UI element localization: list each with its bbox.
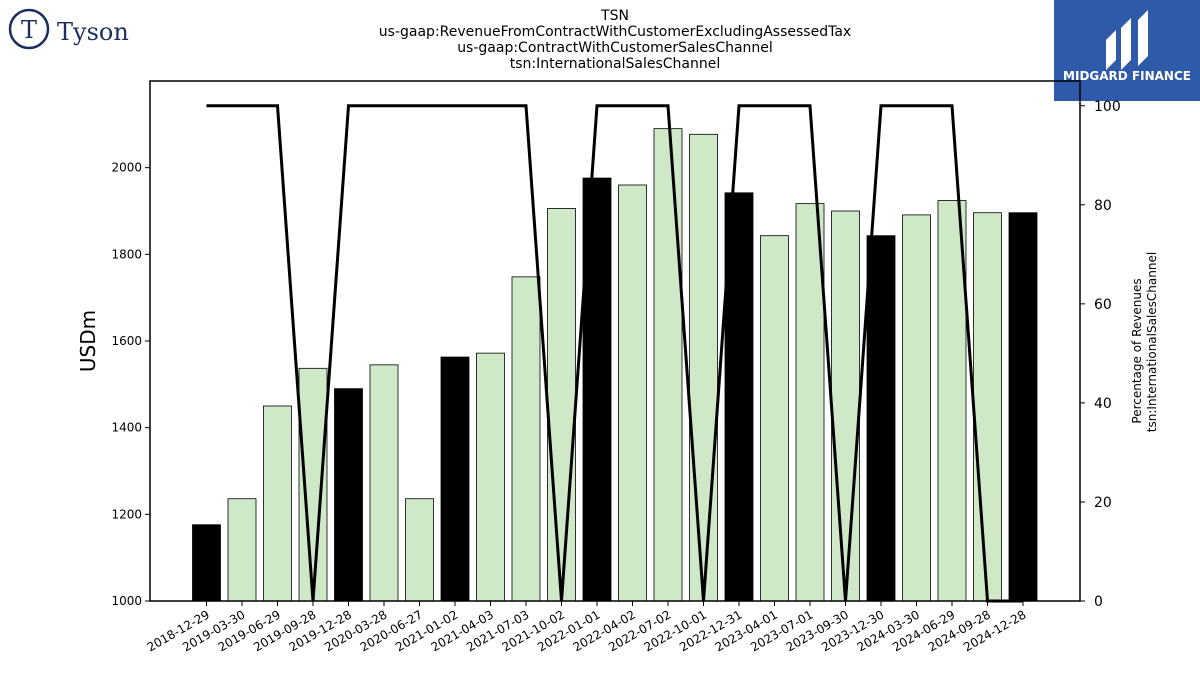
bar-2019-03-30 xyxy=(227,498,257,602)
y-axis-label-right-line-2: tsn:InternationalSalesChannel xyxy=(1145,252,1159,432)
bar-2019-12-28 xyxy=(334,388,363,602)
midgard-finance-badge: MIDGARD FINANCE xyxy=(1054,0,1200,101)
y-right-tick-label: 0 xyxy=(1094,594,1103,610)
y-tick-label: 1600 xyxy=(111,334,142,348)
chart-title-line-4: tsn:InternationalSalesChannel xyxy=(510,56,720,72)
bar-2023-09-30 xyxy=(831,210,860,602)
bar-2019-06-29 xyxy=(263,405,292,602)
line-series xyxy=(206,104,1023,603)
bar-2020-06-27 xyxy=(405,498,434,602)
y-right-tick-label: 20 xyxy=(1094,495,1112,511)
bar-2022-07-02 xyxy=(653,128,683,602)
y-right-tick-label: 100 xyxy=(1094,99,1121,115)
tyson-logo-mark-icon: T xyxy=(21,16,37,44)
bar-2022-12-31 xyxy=(724,192,754,602)
tyson-logo: T Tyson xyxy=(8,8,129,50)
y-tick-label: 2000 xyxy=(111,161,142,175)
chart-title-line-1: TSN xyxy=(600,8,629,24)
international-share-line xyxy=(206,104,1023,603)
y-tick-label: 1800 xyxy=(111,247,142,261)
y-right-tick-label: 60 xyxy=(1094,297,1112,313)
midgard-m-icon xyxy=(1106,10,1148,70)
bar-2022-04-02 xyxy=(618,184,647,602)
y-tick-label: 1000 xyxy=(111,594,142,608)
right-y-axis: 0 20 40 60 80 100 xyxy=(1080,99,1121,610)
bar-2021-10-02 xyxy=(547,207,576,602)
tyson-logo-ring xyxy=(8,8,50,50)
badge-label: MIDGARD FINANCE xyxy=(1063,69,1191,83)
y-right-tick-label: 80 xyxy=(1094,198,1112,214)
bar-2024-12-28 xyxy=(1008,212,1038,602)
bar-2023-07-01 xyxy=(795,203,825,602)
x-axis: 2018-12-292019-03-302019-06-292019-09-28… xyxy=(145,601,1029,654)
y-tick-label: 1400 xyxy=(111,421,142,435)
bar-2022-10-01 xyxy=(689,133,718,602)
bar-2021-07-03 xyxy=(511,276,541,602)
left-y-axis: 1000 1200 1400 1600 1800 2000 xyxy=(111,161,150,608)
y-axis-label-right-line-1: Percentage of Revenues xyxy=(1130,278,1144,423)
bar-2021-01-02 xyxy=(440,356,470,602)
bar-2023-04-01 xyxy=(760,235,789,602)
chart-title-line-3: us-gaap:ContractWithCustomerSalesChannel xyxy=(457,40,773,56)
y-right-tick-label: 40 xyxy=(1094,396,1112,412)
chart-title-line-2: us-gaap:RevenueFromContractWithCustomerE… xyxy=(379,24,851,40)
bar-2024-06-29 xyxy=(937,200,967,602)
bar-2023-12-30 xyxy=(866,235,896,602)
chart-title: TSN us-gaap:RevenueFromContractWithCusto… xyxy=(379,8,851,72)
bar-2020-03-28 xyxy=(369,364,399,602)
bar-2018-12-29 xyxy=(192,524,221,602)
bar-2024-03-30 xyxy=(902,214,931,602)
bar-2024-09-28 xyxy=(973,212,1002,602)
y-axis-label-left: USDm xyxy=(76,310,100,372)
bar-2021-04-03 xyxy=(476,352,505,602)
y-tick-label: 1200 xyxy=(111,507,142,521)
bar-series xyxy=(192,128,1038,602)
tyson-logo-text: Tyson xyxy=(57,18,129,46)
